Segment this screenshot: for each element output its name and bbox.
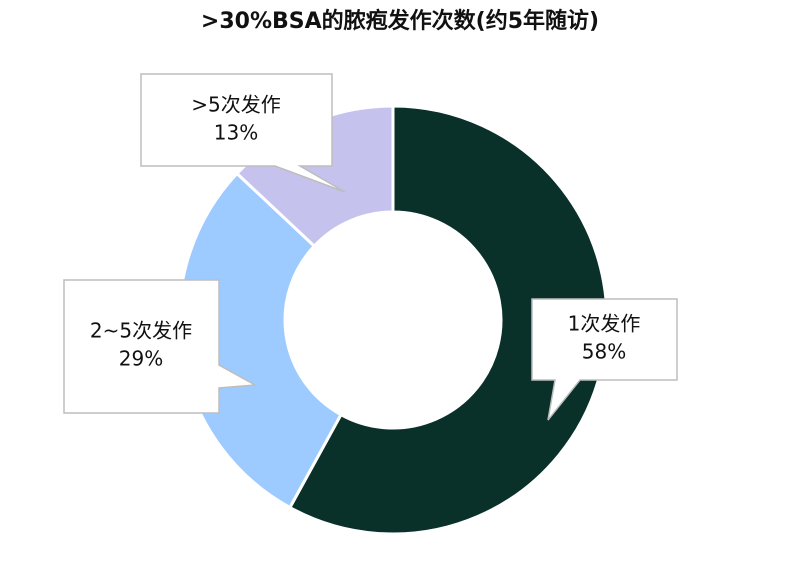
value-label: 58% [582, 340, 626, 364]
callout-box [63, 279, 258, 414]
category-label: 2~5次发作 [90, 319, 192, 343]
category-label: 1次发作 [568, 312, 641, 336]
callout-box [531, 298, 678, 421]
category-label: >5次发作 [191, 93, 280, 117]
callout-box [140, 73, 346, 193]
donut-slice [287, 104, 609, 536]
value-label: 13% [214, 121, 258, 145]
value-label: 29% [119, 347, 163, 371]
donut-slice [177, 171, 344, 510]
chart-title: >30%BSA的脓疱发作次数(约5年随访) [201, 8, 599, 34]
